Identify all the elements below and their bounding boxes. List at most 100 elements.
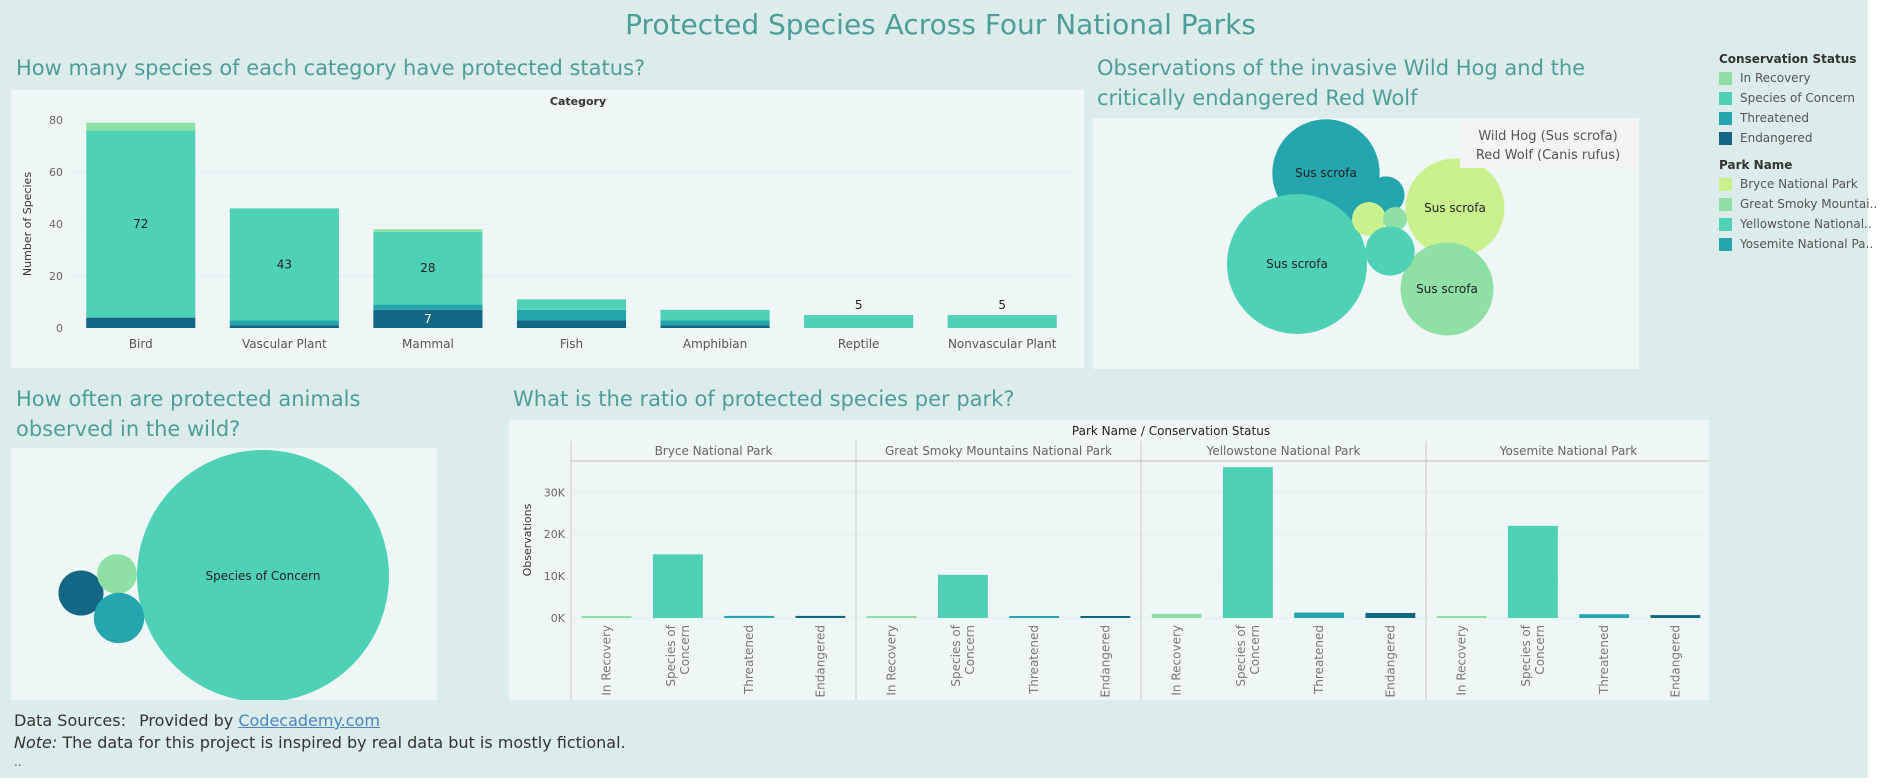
bubble-label: Sus scrofa: [1266, 257, 1328, 271]
y-tick-label: 10K: [544, 570, 566, 583]
status-tick-label: Endangered: [1383, 625, 1397, 697]
park-legend-swatch: [1719, 217, 1732, 231]
park-header: Great Smoky Mountains National Park: [885, 444, 1112, 458]
hog-wolf-panel: Sus scrofa Sus scrofa Sus scrofa Sus scrofa…: [1093, 118, 1640, 369]
observed-panel: Species of Concern: [11, 448, 437, 702]
status-legend-swatch: [1719, 111, 1732, 125]
status-tick-label: Species of: [1519, 624, 1533, 686]
status-legend-swatch: [1719, 91, 1732, 105]
park-status-bar: [652, 554, 703, 618]
category-question: How many species of each category have p…: [16, 56, 646, 80]
status-legend-item[interactable]: Species of Concern: [1719, 88, 1879, 108]
status-tick-label: Concern: [1248, 625, 1262, 675]
bar-segment: [229, 325, 339, 328]
bar-data-label: 72: [133, 217, 148, 231]
status-legend-label: Endangered: [1740, 131, 1813, 145]
bubble-label: Sus scrofa: [1424, 201, 1486, 215]
bar-segment: [373, 309, 483, 328]
y-tick-label: 0: [56, 322, 63, 335]
bar-segment: [516, 309, 627, 321]
status-tick-label: Threatened: [742, 625, 756, 695]
park-status-bar: [581, 616, 632, 618]
bar-segment: [660, 309, 770, 321]
hog-wolf-bubble: [1365, 226, 1415, 276]
hog-wolf-question: Observations of the invasive Wild Hog an…: [1097, 56, 1586, 110]
bar-segment: [86, 130, 196, 318]
status-tick-label: Species of: [1234, 624, 1248, 686]
park-status-bar: [866, 616, 917, 618]
bar-segment: [373, 304, 483, 310]
y-tick-label: 30K: [544, 486, 566, 499]
bar-data-label: 5: [855, 298, 863, 312]
status-tick-label: Threatened: [1312, 625, 1326, 695]
bar-data-label: 5: [998, 298, 1006, 312]
x-tick-label: Vascular Plant: [242, 337, 327, 351]
data-note: Note: The data for this project is inspi…: [14, 733, 626, 752]
y-tick-label: 40: [49, 218, 63, 231]
park-status-bar: [1151, 613, 1202, 618]
park-legend-swatch: [1719, 237, 1732, 251]
hog-wolf-bubble: [1400, 242, 1494, 336]
status-tick-label: Concern: [678, 625, 692, 675]
park-legend-label: Bryce National Park: [1740, 177, 1858, 191]
status-tick-label: Species of: [664, 624, 678, 686]
status-legend-label: In Recovery: [1740, 71, 1811, 85]
status-legend-title: Conservation Status: [1719, 52, 1857, 66]
status-legend: In Recovery Species of Concern Threatened E…: [1719, 68, 1879, 148]
bar-segment: [804, 315, 914, 328]
status-legend-item[interactable]: Threatened: [1719, 108, 1879, 128]
x-tick-label: Nonvascular Plant: [948, 337, 1057, 351]
park-status-bar: [1579, 614, 1630, 618]
park-legend-item[interactable]: Great Smoky Mountai..: [1719, 194, 1879, 214]
hog-wolf-bubble-chart: Sus scrofa Sus scrofa Sus scrofa Sus scrofa…: [1227, 119, 1640, 336]
park-legend-item[interactable]: Yellowstone National..: [1719, 214, 1879, 234]
status-legend-swatch: [1719, 131, 1732, 145]
y-tick-label: 80: [49, 114, 63, 127]
y-tick-label: 20K: [544, 528, 566, 541]
hog-wolf-legend-item: Wild Hog (Sus scrofa): [1478, 129, 1617, 144]
x-tick-label: Fish: [560, 337, 583, 351]
bar-segment: [947, 315, 1057, 328]
bar-segment: [86, 122, 196, 131]
bar-segment: [516, 299, 627, 310]
status-tick-label: In Recovery: [1170, 625, 1184, 696]
y-axis-label: Observations: [521, 503, 534, 576]
hog-wolf-bubble: [1352, 202, 1386, 236]
park-status-bar: [1009, 616, 1060, 618]
category-chart-panel: Category Number of Species 0 20 40 60 80 Bird Va…: [11, 90, 1084, 368]
status-legend-item[interactable]: Endangered: [1719, 128, 1879, 148]
bar-segment: [86, 317, 196, 328]
park-status-bar: [1507, 525, 1558, 618]
trailing-dots: ..: [14, 755, 22, 769]
status-tick-label: Concern: [1533, 625, 1547, 675]
x-tick-label: Reptile: [838, 337, 880, 351]
park-legend-item[interactable]: Yosemite National Pa..: [1719, 234, 1879, 254]
park-header: Yellowstone National Park: [1206, 444, 1361, 458]
park-legend-label: Yosemite National Pa..: [1740, 237, 1874, 251]
bar-segment: [660, 320, 770, 326]
status-legend-label: Threatened: [1740, 111, 1810, 125]
codecademy-link[interactable]: Codecademy.com: [238, 711, 380, 730]
provided-by-text: Provided by: [139, 711, 234, 730]
dashboard-title: Protected Species Across Four National P…: [625, 8, 1256, 41]
hog-wolf-bubble: [1405, 158, 1505, 258]
y-tick-label: 60: [49, 166, 63, 179]
park-status-bar: [795, 615, 846, 618]
bar-segment: [373, 229, 483, 232]
park-legend-swatch: [1719, 197, 1732, 211]
observed-bubble: [97, 554, 137, 594]
park-legend-item[interactable]: Bryce National Park: [1719, 174, 1879, 194]
bar-data-label: 43: [277, 257, 292, 271]
hog-wolf-legend-box: [1460, 120, 1640, 168]
x-tick-label: Mammal: [402, 337, 454, 351]
status-tick-label: Endangered: [1668, 625, 1682, 697]
data-sources: Data Sources: Provided by Codecademy.com: [14, 711, 380, 730]
park-legend: Bryce National Park Great Smoky Mountai..…: [1719, 174, 1879, 254]
park-status-bar: [1080, 616, 1131, 618]
status-legend-item[interactable]: In Recovery: [1719, 68, 1879, 88]
status-tick-label: In Recovery: [600, 625, 614, 696]
bar-data-label: 7: [424, 312, 432, 326]
park-status-bar: [1222, 467, 1273, 618]
bar-segment: [660, 325, 770, 328]
